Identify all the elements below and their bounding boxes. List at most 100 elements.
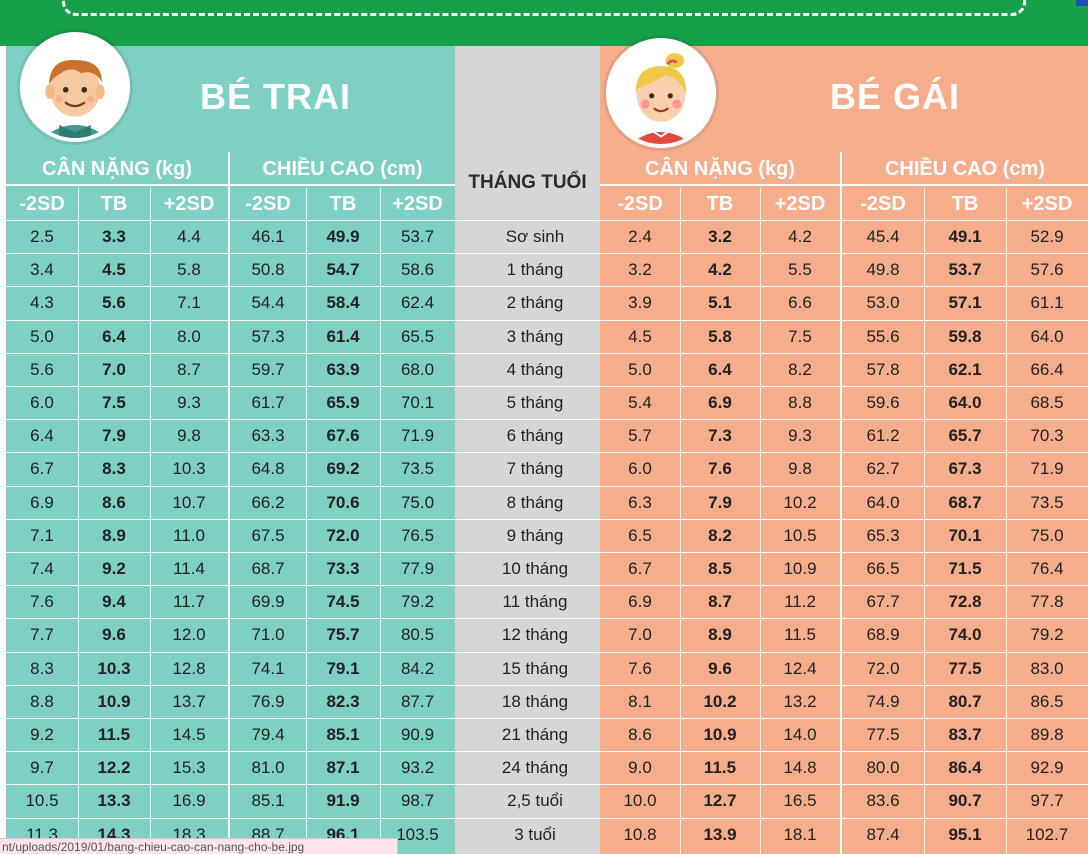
girl-cell: 72.8 [948, 592, 982, 612]
boy-cell: 68.0 [400, 359, 435, 379]
age-cell: 2 tháng [506, 293, 564, 313]
age-cell: 3 tháng [506, 326, 564, 346]
girl-cell: 7.3 [708, 426, 732, 446]
row-divider [6, 518, 455, 520]
row-divider [455, 684, 600, 686]
girl-cell: 6.3 [628, 492, 652, 512]
girl-cell: 6.4 [708, 359, 732, 379]
girl-cell: 80.7 [948, 691, 982, 711]
girl-cell: 71.5 [948, 559, 982, 578]
age-cell: 21 tháng [501, 725, 569, 744]
row-divider [6, 718, 455, 719]
boy-cell: 9.2 [30, 725, 54, 744]
girl-cell: 45.4 [866, 227, 900, 246]
girl-cell: 13.9 [703, 824, 737, 844]
age-cell: 1 tháng [506, 260, 564, 280]
boy-cell: 12.2 [97, 758, 131, 778]
girl-cell: 61.2 [866, 426, 900, 446]
row-divider [600, 751, 1088, 753]
boy-cell: 69.2 [326, 459, 360, 479]
window-corner [1076, 0, 1088, 6]
boy-title: BÉ TRAI [200, 76, 351, 117]
age-cell: 12 tháng [501, 625, 569, 645]
girl-cell: 83.6 [866, 791, 900, 811]
boy-cell: 6.4 [30, 426, 54, 446]
boy-cell: 13.7 [172, 691, 206, 711]
girl-cell: 16.5 [783, 791, 817, 811]
boy-cell: 10.5 [25, 791, 59, 811]
boy-cell: 53.7 [400, 227, 435, 246]
boy-cell: 3.4 [30, 260, 54, 280]
boy-cell: 7.1 [30, 525, 54, 545]
girl-cell: 102.7 [1025, 824, 1069, 844]
row-divider [600, 784, 1088, 786]
age-cell: Sơ sinh [505, 227, 565, 246]
row-divider [6, 386, 455, 387]
boy-cell: 4.3 [30, 293, 54, 313]
boy-cell: 10.3 [172, 459, 206, 479]
boy-cell: 68.7 [251, 559, 285, 578]
age-cell: 10 tháng [501, 559, 569, 578]
row-divider [455, 485, 600, 487]
boy-cell: 58.6 [400, 260, 435, 280]
girl-cell: 8.2 [708, 525, 732, 545]
boy-cell: 8.7 [177, 359, 201, 379]
girl-cell: 97.7 [1030, 791, 1064, 811]
boy-cell: 98.7 [400, 791, 435, 811]
girl-cell: 57.6 [1030, 260, 1064, 280]
boy-cell: 87.1 [326, 758, 360, 778]
boy-cell: 9.4 [102, 592, 126, 612]
boy-cell: 7.9 [102, 426, 126, 446]
boy-cell: 8.0 [177, 326, 201, 346]
boy-height-header: CHIỀU CAO (cm) [230, 152, 455, 186]
girl-cell: 3.9 [628, 293, 652, 313]
boy-cell: 74.5 [326, 592, 360, 612]
girl-height-header: CHIỀU CAO (cm) [842, 152, 1088, 186]
boy-cell: 8.3 [102, 459, 126, 479]
girl-cell: 72.0 [866, 658, 900, 678]
girl-cell: 68.7 [948, 492, 982, 512]
sub-header-tb: TB [100, 193, 128, 215]
girl-cell: 76.4 [1030, 559, 1064, 578]
sub-header-minus2sd: -2SD [19, 193, 65, 215]
boy-cell: 66.2 [251, 492, 285, 512]
boy-cell: 79.1 [326, 658, 360, 678]
girl-cell: 65.3 [866, 525, 900, 545]
boy-cell: 70.1 [400, 393, 435, 412]
row-divider [455, 352, 600, 354]
boy-cell: 2.5 [30, 227, 54, 246]
girl-cell: 9.8 [788, 459, 812, 479]
girl-cell: 53.0 [866, 293, 900, 313]
girl-cell: 49.8 [866, 260, 900, 280]
boy-cell: 5.0 [30, 326, 54, 346]
column-divider [380, 188, 381, 854]
row-divider [6, 552, 455, 553]
boy-cell: 4.5 [102, 260, 126, 280]
sub-header-tb: TB [951, 193, 979, 215]
boy-cell: 87.7 [400, 691, 435, 711]
girl-cell: 70.3 [1030, 426, 1064, 446]
girl-cell: 49.1 [948, 227, 982, 246]
decorative-dashed-border [62, 0, 1026, 16]
boy-cell: 70.6 [326, 492, 360, 512]
column-divider [306, 188, 307, 854]
girl-cell: 6.9 [628, 592, 652, 612]
girl-cell: 9.0 [628, 758, 652, 778]
row-divider [600, 485, 1088, 487]
sub-header-plus2sd: +2SD [392, 193, 443, 215]
boy-cell: 10.7 [172, 492, 206, 512]
boy-cell: 10.3 [97, 658, 131, 678]
girl-cell: 70.1 [948, 525, 982, 545]
sub-header-tb: TB [706, 193, 734, 215]
girl-cell: 8.6 [628, 725, 652, 744]
boy-cell: 10.9 [97, 691, 131, 711]
girl-cell: 65.7 [948, 426, 982, 446]
girl-cell: 64.0 [866, 492, 900, 512]
girl-cell: 10.9 [783, 559, 817, 578]
column-divider [150, 188, 151, 854]
boy-cell: 85.1 [326, 725, 360, 744]
row-divider [600, 386, 1088, 387]
age-cell: 6 tháng [506, 426, 564, 446]
boy-cell: 74.1 [251, 658, 285, 678]
girl-cell: 6.6 [788, 293, 812, 313]
